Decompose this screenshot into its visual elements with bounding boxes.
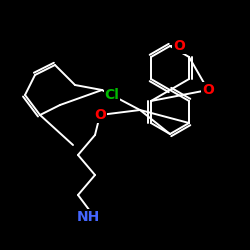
Text: O: O [173,39,185,53]
Text: Cl: Cl [104,88,120,102]
Text: O: O [202,83,214,97]
Text: NH: NH [76,210,100,224]
Text: O: O [94,108,106,122]
